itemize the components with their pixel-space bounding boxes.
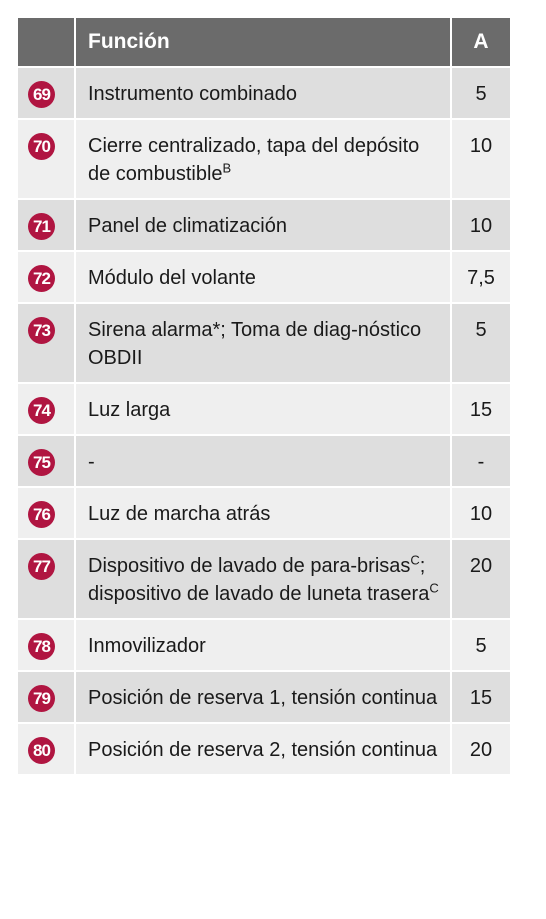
- header-cell: A: [452, 18, 510, 66]
- amps-cell: 10: [452, 488, 510, 538]
- table-row: 77 Dispositivo de lavado de para-brisasC;…: [18, 540, 510, 618]
- function-text: Cierre centralizado, tapa del depósito d…: [88, 135, 420, 185]
- amps-cell: 20: [452, 724, 510, 774]
- fuse-badge: 73: [28, 317, 55, 344]
- amps-cell: 10: [452, 120, 510, 198]
- table-row: 73 Sirena alarma*; Toma de diag-nóstico O…: [18, 304, 510, 382]
- amps-cell: -: [452, 436, 510, 486]
- function-text: Posición de reserva 2, tensión continua: [88, 739, 438, 761]
- table-row: 76 Luz de marcha atrás 10: [18, 488, 510, 538]
- number-cell: 77: [18, 540, 74, 618]
- fuse-badge: 76: [28, 501, 55, 528]
- function-cell: Inmovilizador: [76, 620, 450, 670]
- number-cell: 72: [18, 252, 74, 302]
- number-cell: 71: [18, 200, 74, 250]
- function-text: Posición de reserva 1, tensión continua: [88, 687, 438, 709]
- function-text: Dispositivo de lavado de para-brisas: [88, 555, 411, 577]
- superscript: B: [222, 160, 232, 176]
- fuse-badge: 77: [28, 553, 55, 580]
- function-cell: Instrumento combinado: [76, 68, 450, 118]
- amps-cell: 5: [452, 68, 510, 118]
- table-row: 74 Luz larga 15: [18, 384, 510, 434]
- number-cell: 70: [18, 120, 74, 198]
- function-text: Instrumento combinado: [88, 83, 298, 105]
- amps-cell: 15: [452, 384, 510, 434]
- table-row: 71 Panel de climatización 10: [18, 200, 510, 250]
- amps-cell: 20: [452, 540, 510, 618]
- table-body: 69 Instrumento combinado 5 70 Cierre central…: [18, 68, 510, 774]
- function-cell: Luz de marcha atrás: [76, 488, 450, 538]
- number-cell: 79: [18, 672, 74, 722]
- function-text: Luz de marcha atrás: [88, 503, 271, 525]
- superscript: C: [410, 552, 420, 568]
- function-text: Luz larga: [88, 399, 171, 421]
- fuse-badge: 71: [28, 213, 55, 240]
- amps-cell: 5: [452, 620, 510, 670]
- number-cell: 73: [18, 304, 74, 382]
- function-cell: Luz larga: [76, 384, 450, 434]
- number-cell: 69: [18, 68, 74, 118]
- table-row: 69 Instrumento combinado 5: [18, 68, 510, 118]
- function-cell: Posición de reserva 1, tensión continua: [76, 672, 450, 722]
- amps-cell: 15: [452, 672, 510, 722]
- function-text: ; dispositivo de lavado de luneta traser…: [88, 555, 430, 605]
- function-text: Sirena alarma*; Toma de diag-nóstico OBD…: [88, 319, 422, 369]
- function-cell: -: [76, 436, 450, 486]
- function-cell: Dispositivo de lavado de para-brisasC; d…: [76, 540, 450, 618]
- table-row: 79 Posición de reserva 1, tensión continu…: [18, 672, 510, 722]
- number-cell: 75: [18, 436, 74, 486]
- table-row: 75 - -: [18, 436, 510, 486]
- table-row: 72 Módulo del volante 7,5: [18, 252, 510, 302]
- amps-cell: 5: [452, 304, 510, 382]
- function-text: Panel de climatización: [88, 215, 287, 237]
- amps-cell: 10: [452, 200, 510, 250]
- function-text: Módulo del volante: [88, 267, 256, 289]
- amps-cell: 7,5: [452, 252, 510, 302]
- fuse-badge: 79: [28, 685, 55, 712]
- function-cell: Panel de climatización: [76, 200, 450, 250]
- header-blank: [18, 18, 74, 66]
- table-row: 80 Posición de reserva 2, tensión continu…: [18, 724, 510, 774]
- header-cell: Función: [76, 18, 450, 66]
- function-cell: Sirena alarma*; Toma de diag-nóstico OBD…: [76, 304, 450, 382]
- number-cell: 80: [18, 724, 74, 774]
- function-cell: Módulo del volante: [76, 252, 450, 302]
- function-cell: Posición de reserva 2, tensión continua: [76, 724, 450, 774]
- fuse-badge: 72: [28, 265, 55, 292]
- number-cell: 74: [18, 384, 74, 434]
- fuse-badge: 70: [28, 133, 55, 160]
- table-row: 70 Cierre centralizado, tapa del depósito…: [18, 120, 510, 198]
- superscript: C: [429, 580, 439, 596]
- function-text: Inmovilizador: [88, 635, 206, 657]
- fuse-badge: 80: [28, 737, 55, 764]
- fuse-badge: 75: [28, 449, 55, 476]
- header-row: Función A: [18, 18, 510, 66]
- number-cell: 76: [18, 488, 74, 538]
- function-text: -: [88, 451, 95, 473]
- fuse-badge: 74: [28, 397, 55, 424]
- fuse-badge: 78: [28, 633, 55, 660]
- fuse-table: Función A 69 Instrumento combinado 5 70 Cier…: [16, 16, 512, 776]
- function-cell: Cierre centralizado, tapa del depósito d…: [76, 120, 450, 198]
- number-cell: 78: [18, 620, 74, 670]
- fuse-badge: 69: [28, 81, 55, 108]
- table-row: 78 Inmovilizador 5: [18, 620, 510, 670]
